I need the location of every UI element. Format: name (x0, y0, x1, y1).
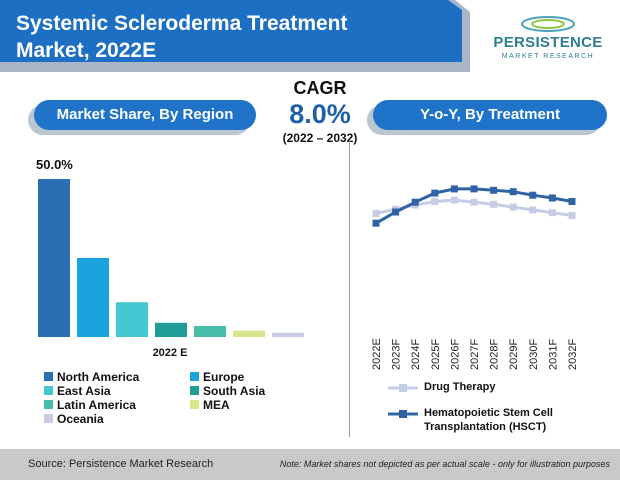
footer-bar: Source: Persistence Market Research Note… (0, 449, 620, 480)
footer-note: Note: Market shares not depicted as per … (279, 459, 610, 469)
legend-swatch (190, 400, 199, 409)
x-tick-2022e: 2022E (371, 338, 383, 370)
x-tick-2032f: 2032F (567, 339, 579, 370)
series-line-hematopoietic-stem-cell-transplantation-hsct (375, 187, 573, 225)
legend-hsct-line2: Transplantation (HSCT) (424, 421, 547, 433)
bar-x-label: 2022 E (152, 347, 188, 359)
legend-swatch (190, 372, 199, 381)
point-hematopoietic-stem-cell-transplantation-hsct-2022e (372, 219, 380, 227)
legend-mea: MEA (190, 398, 230, 412)
cagr-years: (2022 – 2032) (282, 131, 358, 145)
legend-oceania: Oceania (44, 412, 104, 426)
panel-divider (349, 140, 350, 437)
legend-east-asia: East Asia (44, 384, 111, 398)
x-tick-2026f: 2026F (449, 339, 461, 370)
point-drug-therapy-2022e (372, 209, 380, 217)
x-tick-2029f: 2029F (508, 339, 520, 370)
logo-subtitle: MARKET RESEARCH (501, 53, 595, 60)
cagr-block: CAGR 8.0% (2022 – 2032) (262, 78, 378, 145)
legend-line-hsct (388, 410, 418, 418)
point-hematopoietic-stem-cell-transplantation-hsct-2029f (509, 188, 517, 196)
point-hematopoietic-stem-cell-transplantation-hsct-2032f (568, 198, 576, 205)
legend-label: Europe (203, 370, 245, 384)
legend-line-drug-therapy (388, 384, 418, 392)
title-line-1: Systemic Scleroderma Treatment (16, 12, 348, 35)
bar-latin-america (194, 325, 226, 337)
legend-label: Latin America (57, 398, 136, 412)
title-banner (0, 0, 470, 72)
page-title: Systemic Scleroderma Treatment Market, 2… (16, 10, 348, 64)
bar-europe (77, 258, 109, 337)
legend-label: South Asia (203, 384, 266, 398)
legend-label: East Asia (57, 384, 111, 398)
x-tick-2027f: 2027F (469, 339, 481, 370)
point-hematopoietic-stem-cell-transplantation-hsct-2026f (450, 185, 458, 193)
legend-label: Oceania (57, 412, 104, 426)
legend-north-america: North America (44, 370, 139, 384)
legend-swatch (44, 386, 53, 395)
point-hematopoietic-stem-cell-transplantation-hsct-2027f (470, 185, 478, 193)
point-drug-therapy-2032f (568, 212, 576, 219)
bar-mea (233, 330, 265, 337)
point-drug-therapy-2026f (450, 196, 458, 204)
point-drug-therapy-2028f (490, 200, 498, 208)
x-tick-2030f: 2030F (528, 339, 540, 370)
logo-name: PERSISTENCE (493, 34, 603, 51)
legend-swatch (44, 400, 53, 409)
point-hematopoietic-stem-cell-transplantation-hsct-2030f (529, 191, 537, 199)
bar-top-value-label: 50.0% (36, 157, 73, 172)
point-drug-therapy-2029f (509, 203, 517, 211)
legend-swatch (44, 414, 53, 423)
legend-label: MEA (203, 398, 230, 412)
legend-drug-therapy: Drug Therapy (424, 381, 496, 393)
point-hematopoietic-stem-cell-transplantation-hsct-2025f (431, 189, 439, 197)
point-hematopoietic-stem-cell-transplantation-hsct-2023f (392, 208, 400, 216)
cagr-value: 8.0% (289, 99, 351, 129)
treatment-line-chart: 2022E 2023F 2024F 2025F 2026F 2027F 2028F 2029F… (371, 185, 579, 370)
point-drug-therapy-2027f (470, 198, 478, 206)
point-drug-therapy-2031f (548, 209, 556, 217)
legend-south-asia: South Asia (190, 384, 265, 398)
legend-hsct-line1: Hematopoietic Stem Cell (424, 407, 553, 419)
point-drug-therapy-2030f (529, 206, 537, 214)
bar-south-asia (155, 322, 187, 337)
cagr-label: CAGR (293, 78, 347, 98)
legend-swatch (190, 386, 199, 395)
bar-oceania (272, 332, 304, 337)
title-line-2: Market, 2022E (16, 39, 157, 62)
persistence-logo: PERSISTENCE MARKET RESEARCH (488, 16, 608, 78)
x-tick-2025f: 2025F (430, 339, 442, 370)
x-tick-2031f: 2031F (547, 339, 559, 370)
point-hematopoietic-stem-cell-transplantation-hsct-2024f (411, 198, 419, 206)
region-bar-chart (38, 179, 304, 337)
logo-swirl-icon (521, 16, 575, 32)
point-hematopoietic-stem-cell-transplantation-hsct-2028f (490, 186, 498, 194)
legend-swatch (44, 372, 53, 381)
legend-latin-america: Latin America (44, 398, 136, 412)
point-drug-therapy-2025f (431, 198, 439, 205)
point-hematopoietic-stem-cell-transplantation-hsct-2031f (548, 194, 556, 202)
bar-north-america (38, 179, 70, 337)
footer-source: Source: Persistence Market Research (28, 458, 214, 470)
x-tick-2024f: 2024F (410, 339, 422, 370)
x-tick-2023f: 2023F (391, 339, 403, 370)
treatment-panel-title: Y-o-Y, By Treatment (373, 100, 607, 130)
region-panel-title: Market Share, By Region (34, 100, 256, 130)
legend-label: North America (57, 370, 140, 384)
legend-europe: Europe (190, 370, 244, 384)
x-tick-2028f: 2028F (489, 339, 501, 370)
bar-east-asia (116, 302, 148, 337)
